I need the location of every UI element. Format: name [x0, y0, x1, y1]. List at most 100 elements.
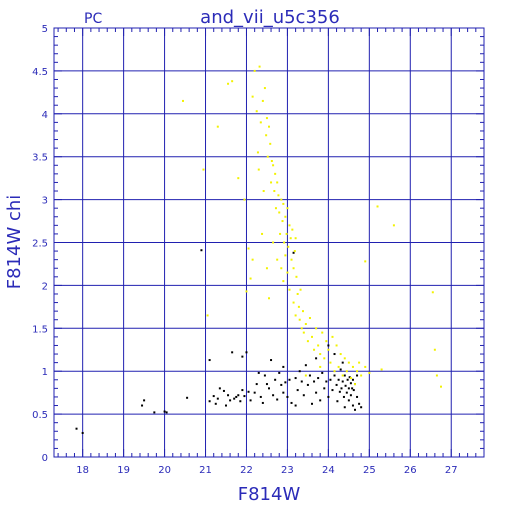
- data-point: [304, 323, 307, 326]
- data-point: [292, 251, 295, 254]
- data-point: [306, 383, 309, 386]
- data-point: [268, 125, 270, 128]
- data-point: [266, 155, 269, 158]
- data-point: [284, 215, 287, 218]
- data-point: [345, 391, 348, 394]
- data-point: [354, 408, 356, 411]
- data-point: [317, 344, 320, 347]
- data-point: [165, 411, 168, 414]
- data-point: [268, 297, 270, 300]
- data-point: [281, 220, 284, 223]
- data-point: [325, 340, 328, 343]
- data-point: [341, 361, 344, 364]
- data-point: [347, 361, 350, 364]
- data-point: [323, 387, 326, 390]
- data-point: [216, 397, 219, 400]
- data-point: [269, 142, 272, 145]
- data-point: [274, 207, 277, 210]
- data-point: [298, 370, 301, 373]
- data-point: [200, 249, 203, 252]
- data-point: [368, 371, 371, 374]
- data-point: [245, 290, 248, 293]
- data-point: [231, 351, 234, 354]
- data-point: [218, 387, 221, 390]
- data-point: [304, 374, 307, 377]
- data-point: [255, 110, 258, 113]
- data-point: [276, 398, 279, 401]
- data-point: [235, 395, 238, 398]
- data-point: [333, 353, 336, 356]
- y-tick-label: 4.5: [32, 67, 48, 78]
- data-point: [354, 383, 356, 386]
- data-point: [259, 121, 262, 124]
- data-point: [237, 394, 240, 397]
- data-point: [356, 395, 359, 398]
- data-point: [262, 190, 265, 193]
- data-point: [351, 404, 354, 407]
- data-point: [231, 80, 234, 83]
- data-point: [349, 394, 352, 397]
- data-point: [253, 391, 256, 394]
- data-point: [319, 353, 322, 356]
- data-point: [282, 365, 285, 368]
- data-point: [270, 159, 273, 162]
- data-point: [364, 260, 367, 263]
- axis-ticks: [54, 27, 485, 458]
- data-point: [259, 395, 262, 398]
- data-point: [294, 314, 297, 317]
- data-point: [298, 318, 301, 321]
- data-point: [206, 314, 209, 317]
- data-point: [222, 389, 225, 392]
- data-point: [364, 365, 367, 368]
- x-tick-label: 24: [322, 465, 335, 476]
- data-point: [274, 378, 277, 381]
- data-point: [360, 406, 363, 409]
- data-point: [253, 69, 256, 72]
- data-point: [272, 164, 275, 167]
- data-point: [325, 380, 328, 383]
- data-point: [163, 410, 166, 413]
- data-point: [323, 357, 326, 360]
- data-point: [286, 271, 289, 274]
- plot-frame: [53, 27, 485, 458]
- chart-title: and_vii_u5c356: [200, 7, 340, 28]
- data-point: [333, 370, 336, 373]
- data-point: [258, 65, 261, 68]
- data-point: [143, 399, 146, 402]
- data-point: [351, 387, 354, 390]
- data-point: [282, 391, 285, 394]
- data-point: [351, 365, 354, 368]
- data-point: [75, 427, 78, 430]
- data-point: [263, 374, 266, 377]
- data-point: [308, 374, 311, 377]
- y-tick-label: 1: [42, 367, 48, 378]
- data-point: [300, 380, 303, 383]
- data-point: [241, 355, 244, 358]
- data-point: [348, 376, 351, 379]
- data-point: [315, 391, 318, 394]
- data-point: [270, 359, 273, 362]
- data-point: [295, 275, 298, 278]
- data-point: [276, 181, 279, 184]
- data-point: [273, 190, 276, 193]
- data-point: [304, 364, 307, 367]
- data-point: [292, 267, 295, 270]
- data-point: [433, 348, 436, 351]
- data-point: [306, 340, 309, 343]
- x-tick-label: 26: [404, 465, 417, 476]
- data-point: [212, 395, 215, 398]
- data-point: [319, 365, 322, 368]
- data-point: [327, 395, 330, 398]
- data-point: [344, 384, 347, 387]
- data-point: [286, 395, 289, 398]
- data-point: [257, 371, 260, 374]
- x-tick-label: 27: [445, 465, 458, 476]
- data-point: [392, 224, 395, 227]
- data-point: [341, 374, 344, 377]
- data-point: [347, 387, 350, 390]
- data-point: [280, 198, 283, 201]
- data-point: [360, 374, 363, 377]
- data-point: [265, 267, 268, 270]
